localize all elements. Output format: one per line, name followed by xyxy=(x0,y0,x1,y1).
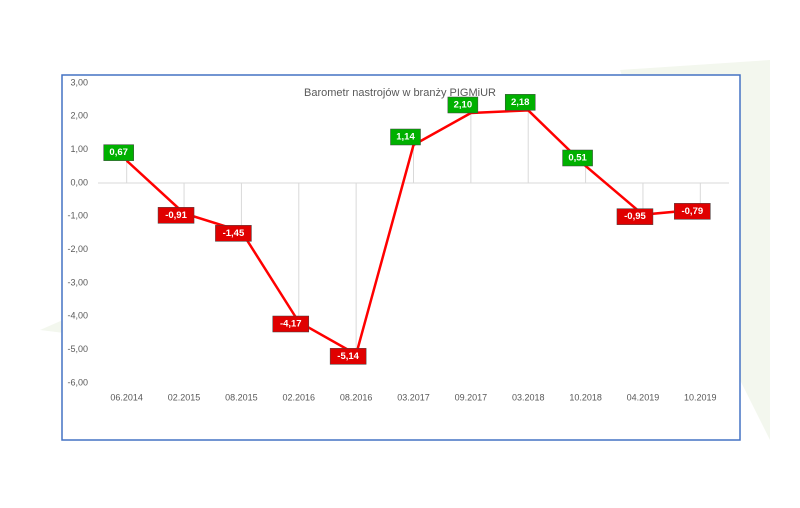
label-box xyxy=(329,348,367,365)
label-box xyxy=(157,207,195,224)
x-tick-label: 10.2019 xyxy=(684,392,717,402)
x-tick-label: 04.2019 xyxy=(627,392,660,402)
data-label: -4,17 xyxy=(280,319,302,330)
x-tick-label: 03.2018 xyxy=(512,392,545,402)
data-label: -1,45 xyxy=(223,228,245,239)
y-tick-label: -3,00 xyxy=(67,277,88,287)
y-tick-label: 2,00 xyxy=(70,111,88,121)
x-tick-label: 02.2015 xyxy=(168,392,201,402)
label-box xyxy=(562,149,593,167)
data-label: -5,14 xyxy=(337,351,359,362)
chart-title: Barometr nastrojów w branży PIGMiUR xyxy=(304,87,496,99)
x-tick-label: 09.2017 xyxy=(455,392,488,402)
y-tick-label: 1,00 xyxy=(70,144,88,154)
y-tick-label: -6,00 xyxy=(67,377,88,387)
label-box xyxy=(390,128,421,146)
y-tick-label: -4,00 xyxy=(67,311,88,321)
y-tick-label: 0,00 xyxy=(70,177,88,187)
label-box xyxy=(504,94,536,111)
x-tick-label: 10.2018 xyxy=(569,392,602,402)
label-box xyxy=(616,208,654,225)
data-label: -0,91 xyxy=(165,210,187,221)
y-tick-label: 3,00 xyxy=(70,77,88,87)
x-tick-label: 02.2016 xyxy=(282,392,315,402)
data-label: 2,18 xyxy=(511,97,530,108)
x-tick-label: 06.2014 xyxy=(110,392,143,402)
data-label: 1,14 xyxy=(396,132,415,143)
label-box xyxy=(272,315,310,333)
data-label: 2,10 xyxy=(454,100,473,111)
x-tick-label: 03.2017 xyxy=(397,392,430,402)
label-box xyxy=(447,96,479,114)
label-box xyxy=(103,144,134,161)
data-label: -0,95 xyxy=(624,211,646,222)
y-tick-label: -2,00 xyxy=(67,244,88,254)
data-label: 0,67 xyxy=(109,147,128,158)
x-tick-label: 08.2015 xyxy=(225,392,258,402)
label-box xyxy=(215,225,252,242)
label-box xyxy=(674,203,711,220)
data-label: -0,79 xyxy=(681,206,703,217)
data-label: 0,51 xyxy=(568,153,587,164)
x-tick-label: 08.2016 xyxy=(340,392,373,402)
y-tick-label: -1,00 xyxy=(67,211,88,221)
y-tick-label: -5,00 xyxy=(67,344,88,354)
